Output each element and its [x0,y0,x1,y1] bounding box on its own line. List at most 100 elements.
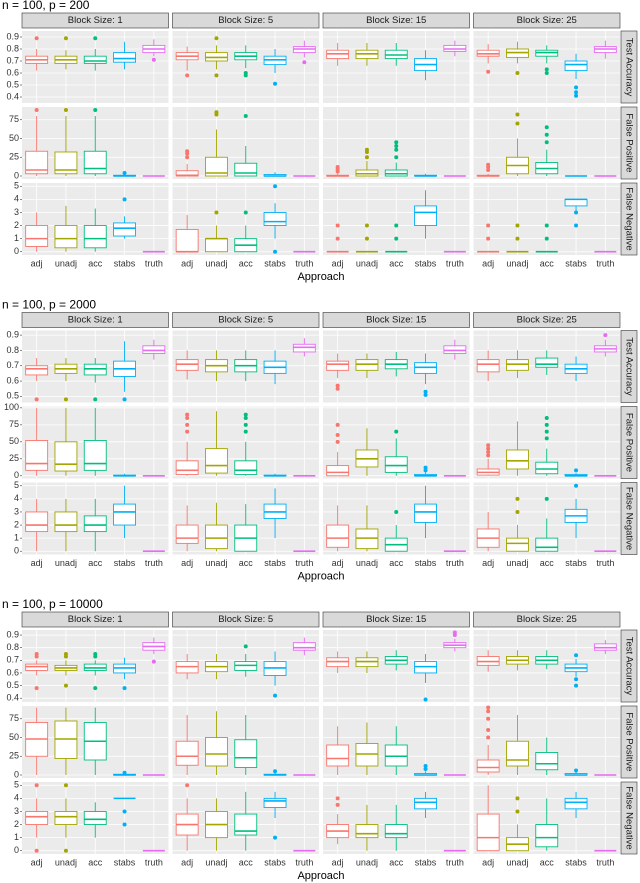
box-body [234,460,258,475]
box-body [83,811,107,825]
box [414,764,437,776]
outlier [364,223,369,228]
y-tick-label: 50 [9,133,19,143]
box [506,715,529,775]
x-tick-label: adj [181,558,193,568]
box [384,351,408,377]
box [326,505,350,552]
box [443,630,467,652]
outlier [574,90,579,95]
outlier [486,709,491,714]
box-body [414,503,437,523]
y-tick-label: 25 [9,453,19,463]
outlier [34,654,39,659]
y-tick-label: 0.4 [6,693,19,703]
x-tick-label: adj [31,258,43,268]
box [476,650,500,672]
outlier [515,112,520,117]
row-label: False Positive [623,712,634,771]
outlier [122,686,127,691]
x-tick-label: adj [482,558,494,568]
x-tick-label: truth [596,558,614,568]
box [25,212,49,252]
outlier [603,333,608,338]
x-tick-label: truth [145,558,163,568]
box [234,412,258,476]
outlier [394,509,399,514]
outlier [185,422,190,427]
y-tick-label: 0.9 [6,31,19,41]
box [506,223,529,253]
row-label: Test Accuracy [623,38,634,97]
box [142,339,166,360]
box [205,711,228,775]
x-tick-label: unadj [506,558,528,568]
box [476,785,500,852]
outlier [243,412,248,417]
x-tick-label: acc [88,558,103,568]
box [234,644,258,677]
outlier [423,389,428,394]
box [175,412,199,476]
box [205,654,228,680]
outlier [574,683,579,688]
box [326,43,350,66]
outlier [34,397,39,402]
box [25,707,49,775]
box-body [54,441,78,472]
y-tick-label: 25 [9,751,19,761]
y-tick-label: 0.7 [6,360,19,370]
box [205,210,228,253]
outlier [185,412,190,417]
y-tick-label: 4 [14,493,19,503]
y-tick-label: 0.6 [6,375,19,385]
box-body [564,797,588,810]
y-tick-label: 0 [14,546,19,556]
outlier [34,108,39,112]
box [263,184,287,254]
y-tick-label: 3 [14,207,19,217]
outlier [335,422,340,427]
box [263,350,287,385]
outlier [63,36,68,41]
box-body [292,642,316,651]
box [535,125,559,176]
outlier [63,848,68,853]
outlier [185,783,190,788]
outlier [486,168,491,172]
box [414,465,437,477]
y-tick-label: 0 [14,769,19,779]
outlier [93,36,98,41]
box [564,653,588,688]
x-tick-label: acc [389,857,404,867]
x-tick-label: acc [239,258,254,268]
outlier [214,73,219,78]
x-tick-label: adj [31,857,43,867]
x-tick-label: adj [482,857,494,867]
outlier [544,496,549,501]
x-tick-label: acc [540,857,555,867]
x-tick-label: truth [295,857,313,867]
box [54,783,78,853]
box [355,147,379,177]
box [535,416,559,476]
outlier [302,60,307,65]
box-body [25,225,49,247]
outlier [273,835,278,840]
box-body [355,824,379,839]
y-tick-label: 0 [14,845,19,855]
outlier [185,416,190,421]
x-tick-label: stabs [114,258,136,268]
outlier [364,147,369,152]
x-tick-label: acc [88,857,103,867]
box [113,770,136,776]
y-tick-label: 75 [9,419,19,429]
outlier [243,114,248,118]
x-tick-label: acc [389,558,404,568]
box [175,715,199,775]
x-tick-label: unadj [55,558,77,568]
outlier [423,465,428,470]
box [326,422,350,477]
box-body [205,524,228,550]
y-tick-label: 0.7 [6,55,19,65]
